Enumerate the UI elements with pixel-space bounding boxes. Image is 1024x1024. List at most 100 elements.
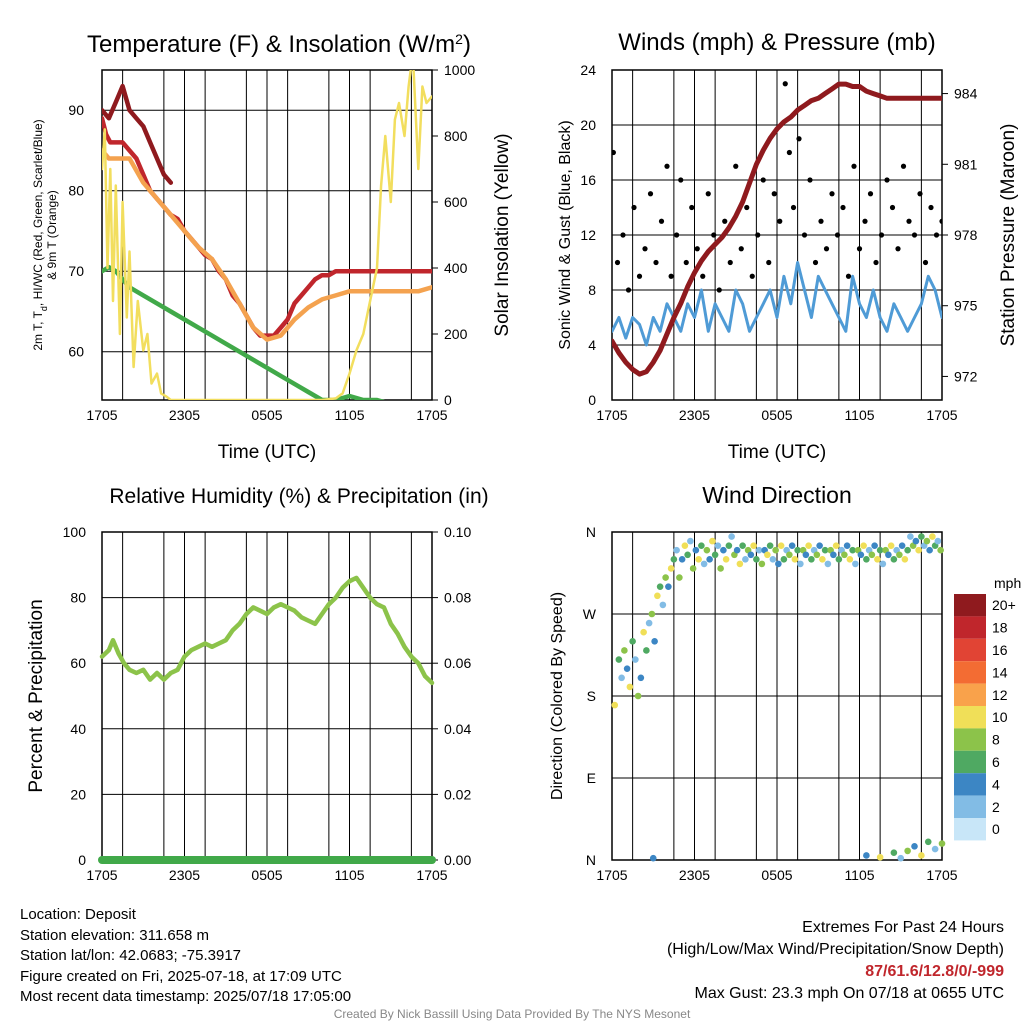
gust-point — [612, 149, 616, 156]
legend-swatch — [954, 750, 986, 774]
y-tick-label: N — [586, 852, 596, 868]
gust-point — [727, 259, 733, 266]
y-right-tick-label: 600 — [444, 194, 468, 210]
y-right-tick-label: 800 — [444, 128, 468, 144]
gust-point — [716, 287, 722, 293]
direction-point — [618, 674, 625, 682]
gust-point — [642, 246, 648, 252]
legend-label: 8 — [992, 732, 1000, 748]
x-tick-label: 2305 — [679, 867, 710, 883]
x-axis-label: Time (UTC) — [218, 442, 317, 463]
pressure-line — [612, 81, 942, 377]
chart-title: Relative Humidity (%) & Precipitation (i… — [109, 485, 488, 508]
direction-point — [766, 542, 774, 549]
direction-point — [813, 551, 821, 559]
created-text: Figure created on Fri, 2025-07-18, at 17… — [20, 967, 342, 985]
legend-label: 20+ — [992, 597, 1016, 613]
direction-point — [797, 560, 804, 568]
direction-point — [915, 546, 922, 554]
gust-point — [694, 246, 700, 252]
direction-point — [897, 854, 905, 862]
gust-point — [664, 163, 670, 169]
x-tick-label: 0505 — [251, 407, 282, 423]
legend-swatch — [954, 594, 986, 617]
direction-point — [742, 556, 749, 563]
direction-point — [816, 542, 823, 549]
y-tick-label: 100 — [63, 524, 87, 540]
direction-point — [857, 551, 865, 559]
direction-point — [876, 546, 884, 554]
direction-point — [934, 537, 942, 545]
gust-point — [917, 191, 923, 197]
direction-point — [687, 537, 694, 545]
gust-point — [771, 191, 777, 197]
direction-point — [802, 551, 810, 559]
gust-point — [689, 204, 695, 211]
y-tick-label: 0 — [78, 852, 86, 868]
y-right-tick-label: 0.04 — [444, 721, 471, 737]
direction-point — [673, 546, 680, 554]
direction-point — [649, 854, 657, 862]
gust-point — [823, 246, 830, 252]
y-tick-label: E — [587, 770, 596, 786]
direction-point — [681, 542, 689, 549]
direction-point — [725, 542, 733, 549]
direction-point — [907, 533, 914, 540]
direction-point — [632, 656, 639, 663]
credit-text: Created By Nick Bassill Using Data Provi… — [333, 1007, 691, 1021]
direction-point — [849, 546, 856, 554]
max-gust-text: Max Gust: 23.3 mph On 07/18 at 0655 UTC — [694, 985, 1005, 1002]
temperature-panel: Temperature (F) & Insolation (W/m2) 1705 2… — [31, 31, 513, 463]
direction-point — [747, 551, 755, 559]
gust-point — [749, 273, 755, 279]
gust-point — [683, 259, 689, 266]
y-tick-label: 4 — [588, 337, 596, 353]
x-tick-label: 0505 — [251, 867, 282, 883]
x-tick-label: 1105 — [334, 407, 364, 423]
legend-title: mph — [994, 575, 1021, 591]
y-tick-label: 12 — [580, 227, 596, 243]
y-tick-label: 8 — [588, 282, 596, 298]
y-tick-label: 20 — [70, 786, 86, 802]
direction-point — [703, 546, 711, 554]
direction-point — [912, 537, 920, 545]
gust-point — [873, 259, 879, 266]
x-tick-label: 2305 — [169, 867, 200, 883]
direction-point — [643, 647, 650, 654]
series-group — [102, 70, 432, 400]
direction-point — [819, 556, 826, 563]
winds-panel: Winds (mph) & Pressure (mb) 1705 2305 0505 1… — [557, 29, 1019, 463]
direction-point — [728, 533, 735, 540]
direction-point — [711, 551, 719, 559]
direction-point — [764, 551, 771, 559]
y-tick-label: 0 — [588, 392, 596, 408]
gust-point — [796, 136, 802, 142]
x-tick-label: 1705 — [416, 407, 447, 423]
humidity-panel: Relative Humidity (%) & Precipitation (i… — [26, 485, 489, 883]
y-tick-label: 80 — [70, 590, 86, 606]
direction-point — [852, 560, 859, 568]
x-tick-label: 1705 — [86, 407, 117, 423]
gust-point — [812, 259, 819, 266]
legend-swatch — [954, 638, 986, 662]
gust-point — [939, 218, 942, 224]
legend-label: 16 — [992, 642, 1008, 658]
x-tick-label: 1105 — [334, 867, 364, 883]
direction-point — [755, 546, 763, 554]
direction-point — [924, 838, 932, 846]
legend-swatch — [954, 616, 986, 639]
direction-point — [868, 551, 876, 559]
direction-point — [918, 852, 925, 859]
direction-point — [938, 840, 946, 847]
gust-point — [845, 273, 852, 279]
y-axis-label-line2: & 9m T (Orange) — [45, 190, 59, 280]
direction-point — [758, 560, 766, 568]
direction-point — [645, 619, 653, 627]
direction-point — [678, 556, 686, 563]
direction-point — [689, 565, 697, 572]
direction-point — [830, 551, 837, 559]
direction-point — [824, 560, 832, 568]
direction-point — [717, 565, 724, 572]
direction-point — [874, 556, 881, 563]
